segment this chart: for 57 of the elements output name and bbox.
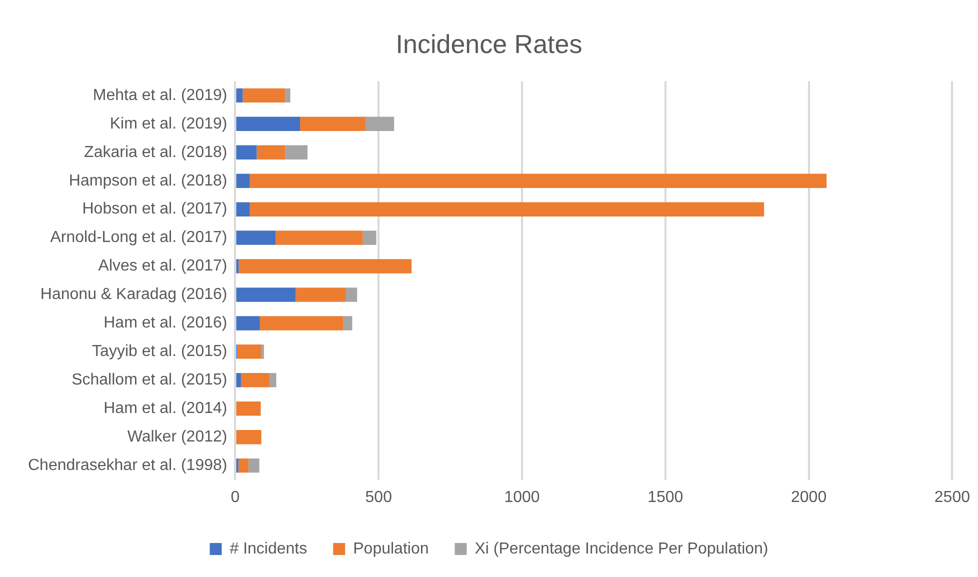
bar bbox=[296, 288, 346, 302]
y-tick-label: Hobson et al. (2017) bbox=[82, 200, 228, 218]
bar bbox=[276, 230, 363, 245]
y-tick-label: Walker (2012) bbox=[127, 428, 228, 446]
bar bbox=[285, 88, 290, 103]
bar bbox=[236, 373, 241, 388]
y-tick-label: Kim et al. (2019) bbox=[110, 115, 228, 132]
legend-label: Xi (Percentage Incidence Per Population) bbox=[474, 540, 768, 558]
y-tick-label: Ham et al. (2014) bbox=[104, 400, 228, 418]
x-tick-label: 1500 bbox=[648, 488, 684, 506]
chart-title: Incidence Rates bbox=[396, 28, 582, 59]
bar bbox=[300, 116, 366, 132]
bar bbox=[236, 174, 250, 188]
bar bbox=[236, 88, 243, 103]
y-tick-label: Ham et al. (2016) bbox=[104, 314, 228, 332]
bar bbox=[343, 316, 352, 330]
bar bbox=[236, 430, 262, 444]
legend-label: # Incidents bbox=[230, 540, 308, 558]
x-tick-label: 2500 bbox=[934, 488, 970, 506]
bar bbox=[236, 316, 260, 330]
bar bbox=[260, 316, 344, 330]
x-tick-label: 1000 bbox=[504, 488, 540, 506]
bar bbox=[362, 230, 376, 245]
bar bbox=[238, 259, 412, 274]
bar bbox=[236, 259, 239, 274]
y-tick-label: Tayyib et al. (2015) bbox=[92, 343, 228, 360]
y-tick-label: Hampson et al. (2018) bbox=[68, 172, 228, 190]
y-tick-label: Hanonu & Karadag (2016) bbox=[40, 286, 228, 304]
y-tick-label: Chendrasekhar et al. (1998) bbox=[28, 456, 228, 474]
x-tick-label: 2000 bbox=[791, 488, 827, 506]
bar bbox=[238, 458, 248, 473]
bar bbox=[285, 145, 308, 160]
bar bbox=[248, 458, 260, 473]
y-tick-label: Alves et al. (2017) bbox=[98, 258, 228, 275]
bar bbox=[366, 116, 394, 132]
y-tick-label: Zakaria et al. (2018) bbox=[84, 144, 228, 161]
bar bbox=[237, 344, 262, 359]
bar bbox=[250, 174, 827, 188]
bar bbox=[270, 373, 276, 388]
bar bbox=[240, 373, 270, 388]
legend-label: Population bbox=[353, 540, 429, 558]
bar bbox=[236, 145, 257, 160]
x-tick-label: 0 bbox=[230, 488, 240, 506]
bar bbox=[242, 88, 286, 103]
y-tick-label: Arnold-Long et al. (2017) bbox=[50, 229, 228, 246]
bar bbox=[261, 344, 264, 359]
bar bbox=[236, 230, 276, 245]
y-tick-label: Mehta et al. (2019) bbox=[92, 86, 228, 104]
y-tick-label: Schallom et al. (2015) bbox=[72, 372, 228, 389]
bar bbox=[346, 288, 358, 302]
bar bbox=[250, 202, 764, 216]
x-tick-label: 500 bbox=[365, 488, 392, 506]
bar bbox=[236, 288, 296, 302]
bar bbox=[236, 202, 250, 216]
bar bbox=[236, 402, 261, 416]
bar bbox=[236, 116, 300, 132]
bar bbox=[256, 145, 286, 160]
